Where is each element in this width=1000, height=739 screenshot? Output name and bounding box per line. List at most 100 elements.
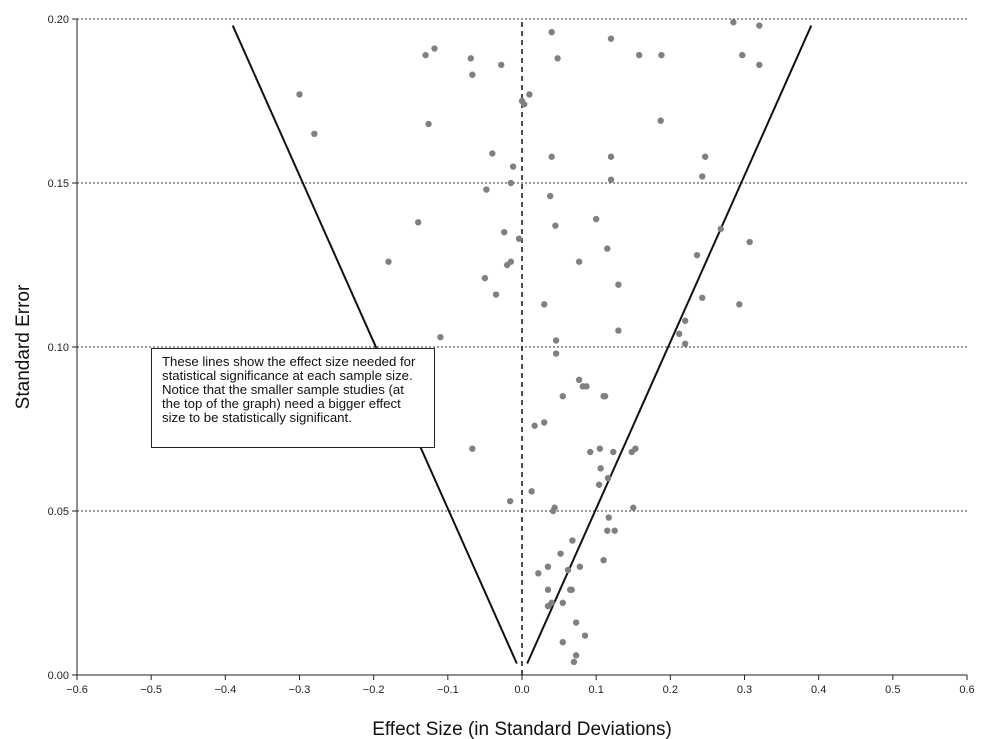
data-point: [600, 557, 607, 564]
data-point: [756, 61, 763, 69]
data-point: [548, 28, 555, 36]
data-point: [746, 238, 753, 246]
data-point: [552, 222, 559, 229]
funnel-lines: [231, 19, 813, 675]
data-point: [544, 602, 552, 610]
data-point: [605, 514, 612, 521]
data-point: [611, 527, 618, 534]
data-point: [607, 176, 615, 183]
x-tick-label: 0.3: [737, 684, 752, 696]
data-points: [296, 19, 763, 666]
data-point: [657, 117, 664, 124]
data-point: [575, 376, 583, 383]
annotation-box: These lines show the effect size needed …: [151, 348, 435, 448]
data-point: [521, 101, 528, 108]
data-point: [515, 235, 523, 242]
data-point: [425, 120, 432, 128]
data-point: [552, 337, 560, 344]
data-point: [489, 150, 496, 157]
data-point: [535, 570, 542, 577]
data-point: [531, 422, 538, 429]
data-point: [572, 652, 580, 659]
data-point: [570, 658, 578, 666]
data-point: [554, 55, 561, 62]
data-point: [693, 251, 701, 259]
y-tick-label: 0.00: [48, 670, 69, 682]
data-point: [311, 130, 318, 137]
data-point: [385, 258, 392, 265]
data-point: [559, 599, 566, 607]
data-point: [676, 330, 683, 338]
y-tick-label: 0.20: [48, 14, 69, 26]
y-axis-title: Standard Error: [13, 284, 34, 409]
x-tick-label: −0.1: [437, 684, 459, 696]
data-point: [559, 639, 566, 646]
x-tick-label: 0.0: [514, 684, 529, 696]
data-point: [575, 258, 583, 265]
data-point: [701, 153, 709, 160]
data-point: [756, 22, 763, 29]
funnel-line-left: [231, 25, 518, 664]
x-tick-label: 0.6: [959, 684, 974, 696]
data-point: [548, 153, 555, 160]
data-point: [557, 550, 564, 557]
data-point: [422, 51, 429, 59]
data-point: [604, 527, 611, 534]
data-point: [564, 566, 572, 574]
data-point: [414, 219, 422, 226]
data-point: [615, 327, 622, 334]
data-point: [595, 481, 603, 488]
x-tick-label: 0.5: [885, 684, 900, 696]
data-point: [592, 215, 600, 223]
data-point: [576, 563, 584, 570]
data-point: [630, 504, 637, 511]
data-point: [469, 445, 476, 452]
data-point: [501, 229, 508, 236]
x-tick-label: 0.2: [663, 684, 678, 696]
data-point: [699, 294, 706, 301]
data-point: [681, 340, 689, 347]
data-point: [615, 281, 622, 288]
data-point: [503, 261, 511, 269]
data-point: [730, 19, 737, 26]
data-point: [610, 448, 617, 456]
x-tick-label: −0.5: [140, 684, 162, 696]
data-point: [587, 448, 594, 456]
x-axis-title: Effect Size (in Standard Deviations): [372, 719, 672, 739]
funnel-line-right: [526, 25, 813, 664]
data-point: [507, 179, 515, 187]
data-point: [526, 91, 533, 98]
x-tick-label: −0.3: [289, 684, 311, 696]
data-point: [552, 350, 560, 357]
data-point: [572, 619, 580, 626]
data-point: [296, 91, 303, 98]
data-point: [569, 537, 576, 544]
data-point: [549, 507, 557, 515]
data-point: [431, 45, 438, 52]
y-tick-label: 0.10: [48, 342, 69, 354]
y-tick-label: 0.05: [48, 506, 69, 518]
data-point: [528, 488, 535, 495]
data-point: [607, 35, 615, 42]
data-point: [607, 153, 615, 160]
data-point: [498, 61, 505, 69]
data-point: [544, 563, 552, 570]
data-point: [509, 163, 517, 170]
data-point: [604, 475, 612, 482]
data-point: [581, 632, 589, 639]
x-tick-label: 0.4: [811, 684, 826, 696]
x-tick-label: −0.4: [214, 684, 236, 696]
data-point: [541, 419, 548, 426]
data-point: [604, 245, 611, 252]
data-point: [492, 291, 500, 298]
data-point: [544, 586, 552, 593]
data-point: [483, 186, 490, 193]
data-point: [469, 71, 476, 78]
data-point: [583, 383, 590, 390]
tick-labels: 0.00 0.05 0.10 0.15 0.20 −0.6 −0.5 −0.4 −0.3 −0.2…: [48, 14, 975, 696]
data-point: [699, 173, 706, 180]
data-point: [437, 333, 444, 341]
data-point: [628, 448, 635, 456]
data-point: [467, 55, 475, 62]
